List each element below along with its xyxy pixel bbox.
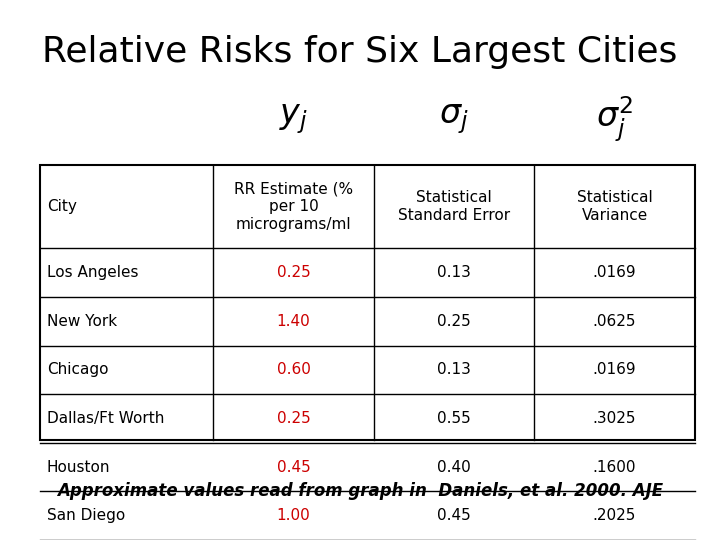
- Text: .0625: .0625: [593, 314, 636, 329]
- Text: Chicago: Chicago: [47, 362, 108, 377]
- Text: Dallas/Ft Worth: Dallas/Ft Worth: [47, 411, 164, 426]
- Text: 0.25: 0.25: [276, 411, 310, 426]
- Text: .2025: .2025: [593, 508, 636, 523]
- Text: .1600: .1600: [593, 460, 636, 475]
- Text: .0169: .0169: [593, 362, 636, 377]
- Text: City: City: [47, 199, 76, 214]
- Text: Standard Error: Standard Error: [398, 208, 510, 223]
- Text: RR Estimate (%: RR Estimate (%: [234, 181, 353, 196]
- Text: Variance: Variance: [582, 208, 648, 223]
- Text: 0.25: 0.25: [276, 265, 310, 280]
- Text: Los Angeles: Los Angeles: [47, 265, 138, 280]
- Text: per 10: per 10: [269, 199, 318, 214]
- Text: 0.40: 0.40: [437, 460, 471, 475]
- Text: 0.55: 0.55: [437, 411, 471, 426]
- Text: Statistical: Statistical: [577, 190, 652, 205]
- Text: Statistical: Statistical: [416, 190, 492, 205]
- Text: 0.13: 0.13: [437, 362, 471, 377]
- Text: 0.60: 0.60: [276, 362, 310, 377]
- Text: 0.13: 0.13: [437, 265, 471, 280]
- Text: .3025: .3025: [593, 411, 636, 426]
- Text: 0.45: 0.45: [276, 460, 310, 475]
- Text: 1.00: 1.00: [276, 508, 310, 523]
- Text: $\sigma_j^2$: $\sigma_j^2$: [596, 94, 633, 144]
- Text: $y_j$: $y_j$: [279, 102, 308, 136]
- Text: .0169: .0169: [593, 265, 636, 280]
- Text: $\sigma_j$: $\sigma_j$: [439, 102, 469, 136]
- Text: New York: New York: [47, 314, 117, 329]
- Text: San Diego: San Diego: [47, 508, 125, 523]
- Text: 0.45: 0.45: [437, 508, 471, 523]
- Text: 1.40: 1.40: [276, 314, 310, 329]
- Text: Approximate values read from graph in  Daniels, et al. 2000. AJE: Approximate values read from graph in Da…: [57, 482, 663, 501]
- Text: micrograms/ml: micrograms/ml: [235, 217, 351, 232]
- Text: Houston: Houston: [47, 460, 110, 475]
- Text: Relative Risks for Six Largest Cities: Relative Risks for Six Largest Cities: [42, 35, 678, 69]
- Text: 0.25: 0.25: [437, 314, 471, 329]
- Bar: [40, 165, 695, 440]
